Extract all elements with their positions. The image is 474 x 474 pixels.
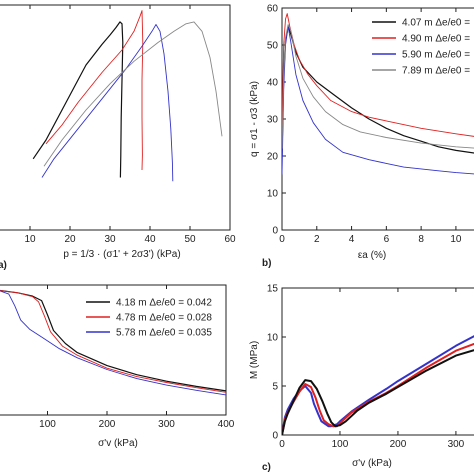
series-line-1 xyxy=(282,25,474,157)
y-axis-label: q = σ1 - σ3 (kPa) xyxy=(249,81,260,157)
panel-a-p-q-plot: 10 20 30 40 50 60 p = 1/3 · (σ1' + 2σ3') (kPa)… xyxy=(0,4,236,271)
x-tick-label: 10 xyxy=(24,234,36,245)
x-axis-label: εa (%) xyxy=(358,250,386,261)
series-line-1 xyxy=(32,21,124,178)
legend-entry: 4.18 m Δe/e0 = 0.042 xyxy=(116,298,212,309)
x-tick-label: 100 xyxy=(39,419,56,430)
x-tick-label: 0 xyxy=(279,234,285,245)
x-tick-label: 20 xyxy=(64,234,76,245)
y-tick-label: 20 xyxy=(267,152,279,163)
series-line-3 xyxy=(0,290,227,396)
y-tick-label: 0 xyxy=(272,226,278,237)
y-tick-label: 0 xyxy=(272,431,278,442)
x-tick-label: 400 xyxy=(218,419,235,430)
x-tick-label: 40 xyxy=(144,234,156,245)
x-tick-label: 10 xyxy=(450,234,462,245)
legend-entry: 5.90 m Δe/e0 = xyxy=(402,50,470,61)
x-tick-label: 200 xyxy=(99,419,116,430)
x-tick-label: 8 xyxy=(418,234,424,245)
x-tick-label: 300 xyxy=(448,439,465,450)
x-tick-label: 4 xyxy=(349,234,355,245)
x-tick-label: 6 xyxy=(384,234,390,245)
y-tick-label: 40 xyxy=(267,78,279,89)
series-line-3 xyxy=(282,349,474,435)
x-tick-label: 30 xyxy=(104,234,116,245)
legend-entry: 4.07 m Δe/e0 = xyxy=(402,18,470,29)
x-axis-label: p = 1/3 · (σ1' + 2σ3') (kPa) xyxy=(63,249,180,260)
legend-entry: 5.78 m Δe/e0 = 0.035 xyxy=(116,328,212,339)
plot-frame xyxy=(281,287,474,436)
y-tick-label: 10 xyxy=(267,333,279,344)
y-tick-label: 15 xyxy=(267,284,279,295)
x-tick-label: 50 xyxy=(184,234,196,245)
series-line-4 xyxy=(43,21,223,167)
series-line-3 xyxy=(41,24,174,182)
series-line-1 xyxy=(282,335,474,435)
x-tick-label: 0 xyxy=(279,439,285,450)
legend-entry: 4.90 m Δe/e0 = xyxy=(402,34,470,45)
x-tick-label: 60 xyxy=(224,234,236,245)
y-tick-label: 30 xyxy=(267,115,279,126)
y-axis-label: M (MPa) xyxy=(249,341,260,379)
legend: 4.07 m Δe/e0 = 4.90 m Δe/e0 = 5.90 m Δe/e0… xyxy=(372,18,470,77)
x-axis-label: σ'v (kPa) xyxy=(98,438,138,449)
panel-c-compression-plot: 100 200 300 400 σ'v (kPa) 4.18 m Δe/e0 = 0.04… xyxy=(0,284,235,449)
series-line-2 xyxy=(282,342,474,435)
y-tick-label: 5 xyxy=(272,382,278,393)
panel-d-modulus-plot: 0 100 200 300 0 5 10 15 σ'v (kPa) M (MPa) c) xyxy=(249,284,474,473)
panel-b-stress-strain-plot: 0 2 4 6 8 10 0 10 20 30 40 50 60 εa (%) q = σ1 - σ3 (k… xyxy=(249,4,474,269)
series-line-2 xyxy=(282,13,474,137)
y-tick-label: 60 xyxy=(267,4,279,15)
series-line-3 xyxy=(282,26,474,175)
panel-label: b) xyxy=(262,258,271,269)
series-line-2 xyxy=(0,290,227,393)
x-axis-label: σ'v (kPa) xyxy=(352,458,392,469)
x-tick-label: 200 xyxy=(390,439,407,450)
series-line-4 xyxy=(282,24,474,149)
x-tick-label: 100 xyxy=(332,439,349,450)
y-tick-label: 50 xyxy=(267,41,279,52)
y-tick-label: 10 xyxy=(267,189,279,200)
x-tick-label: 300 xyxy=(158,419,175,430)
panel-label: a) xyxy=(0,260,7,271)
legend-entry: 4.78 m Δe/e0 = 0.028 xyxy=(116,313,212,324)
panel-label: c) xyxy=(262,462,271,473)
series-line-2 xyxy=(45,10,144,171)
legend: 4.18 m Δe/e0 = 0.042 4.78 m Δe/e0 = 0.028… xyxy=(86,298,212,339)
plot-frame xyxy=(0,4,231,231)
legend-entry: 7.89 m Δe/e0 = xyxy=(402,66,470,77)
x-tick-label: 2 xyxy=(314,234,320,245)
